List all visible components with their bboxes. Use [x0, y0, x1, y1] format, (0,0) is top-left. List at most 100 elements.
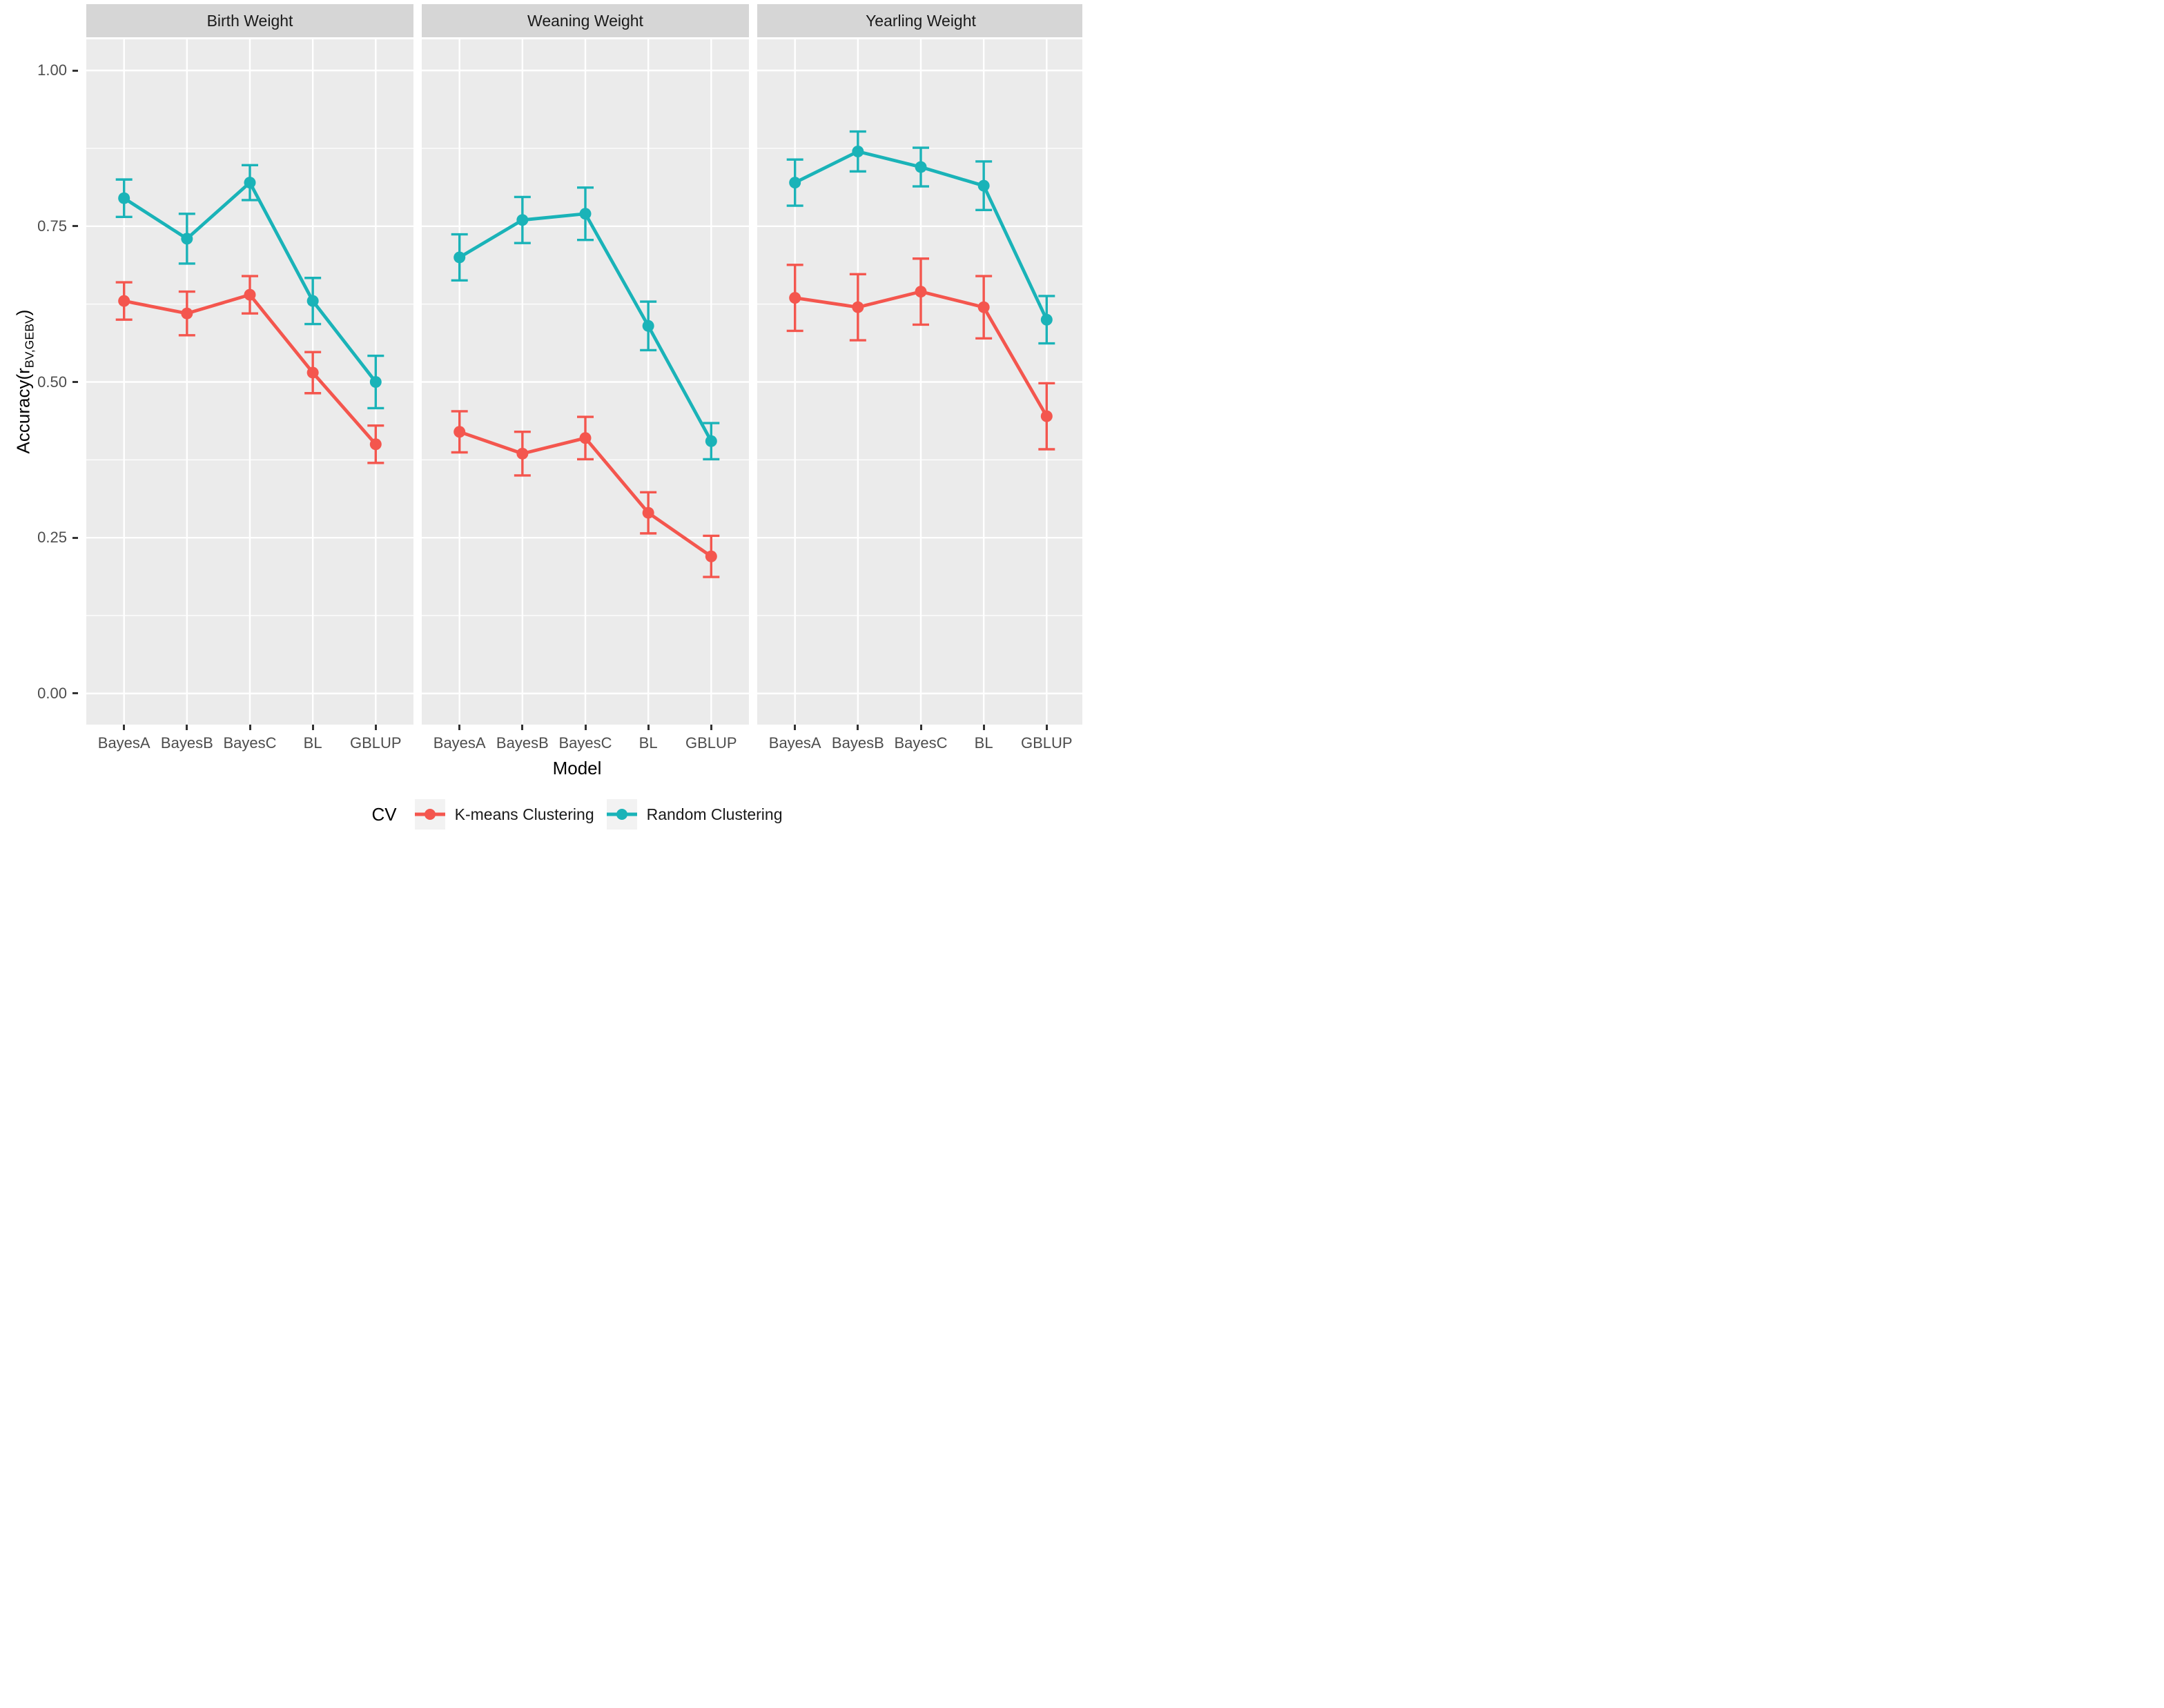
x-axis-row: BayesA BayesB BayesC BL GBLUP BayesA BayesB Ba…: [0, 725, 1082, 759]
x-tick-label: GBLUP: [685, 734, 737, 752]
random-key-dot: [616, 809, 627, 820]
legend-label-kmeans: K-means Clustering: [454, 805, 594, 823]
data-point-kmeans: [454, 426, 466, 438]
data-point-kmeans: [1040, 410, 1053, 422]
y-tick-label: 0.00: [37, 684, 67, 702]
data-point-kmeans: [306, 366, 319, 379]
y-tick-mark: [72, 536, 78, 539]
y-tick-mark: [72, 692, 78, 695]
panel-birth-weight: [86, 39, 413, 725]
panel-svg: [86, 39, 413, 725]
strip-gutter: [0, 4, 78, 37]
x-tick-mark: [982, 725, 985, 730]
x-tick-mark: [374, 725, 377, 730]
data-point-random: [369, 376, 382, 388]
x-tick-label: BayesB: [496, 734, 549, 752]
facet-strip-yearling-weight: Yearling Weight: [757, 4, 1082, 37]
x-axis-labels: BayesA BayesB BayesC BL GBLUP: [757, 725, 1082, 759]
x-tick-mark: [123, 725, 126, 730]
x-axis-labels: BayesA BayesB BayesC BL GBLUP: [422, 725, 749, 759]
y-tick-label: 0.25: [37, 529, 67, 547]
data-point-kmeans: [244, 288, 256, 301]
x-tick-label: GBLUP: [1021, 734, 1073, 752]
x-axis-gutter: [0, 725, 78, 759]
facet-strip-weaning-weight: Weaning Weight: [422, 4, 749, 37]
x-tick-label: BayesA: [97, 734, 150, 752]
x-tick-label: BayesB: [160, 734, 213, 752]
x-tick-mark: [857, 725, 859, 730]
legend: CV K-means Clustering Random Clustering: [78, 799, 1076, 830]
x-tick-mark: [521, 725, 524, 730]
panel-row: 1.00 0.75 0.50 0.25 0.00: [0, 39, 1082, 725]
x-tick-mark: [458, 725, 461, 730]
data-point-random: [244, 177, 256, 189]
data-point-kmeans: [118, 295, 130, 307]
data-point-random: [1040, 313, 1053, 326]
y-axis-gutter: 1.00 0.75 0.50 0.25 0.00: [0, 39, 78, 725]
x-tick-label: BL: [303, 734, 322, 752]
data-point-kmeans: [181, 307, 193, 320]
panel-svg: [422, 39, 749, 725]
x-tick-label: BayesA: [768, 734, 821, 752]
data-point-random: [789, 177, 801, 189]
facet-strip-row: Birth Weight Weaning Weight Yearling Wei…: [0, 4, 1082, 37]
x-tick-mark: [794, 725, 797, 730]
data-point-random: [306, 295, 319, 307]
data-point-kmeans: [705, 550, 717, 562]
y-tick-label: 0.50: [37, 373, 67, 391]
data-point-kmeans: [915, 286, 927, 298]
x-tick-label: BL: [639, 734, 658, 752]
panel-yearling-weight: [757, 39, 1082, 725]
legend-title: CV: [371, 803, 397, 825]
y-tick-mark: [72, 225, 78, 228]
data-point-kmeans: [642, 507, 654, 519]
x-tick-mark: [710, 725, 712, 730]
kmeans-series-key-icon: [414, 799, 445, 830]
data-point-kmeans: [977, 301, 990, 313]
y-tick-label: 0.75: [37, 217, 67, 235]
legend-item-kmeans: K-means Clustering: [414, 799, 594, 830]
y-tick-label: 1.00: [37, 61, 67, 79]
x-tick-label: BayesA: [433, 734, 486, 752]
y-tick-mark: [72, 381, 78, 383]
data-point-kmeans: [579, 432, 592, 444]
x-tick-mark: [1045, 725, 1048, 730]
data-point-random: [852, 145, 864, 157]
x-tick-label: BayesC: [894, 734, 948, 752]
panel-svg: [757, 39, 1082, 725]
legend-label-random: Random Clustering: [646, 805, 783, 823]
data-point-random: [977, 179, 990, 192]
data-point-random: [642, 320, 654, 332]
facet-strip-birth-weight: Birth Weight: [86, 4, 413, 37]
x-tick-mark: [186, 725, 188, 730]
x-tick-label: BayesC: [558, 734, 612, 752]
random-series-key-icon: [606, 799, 637, 830]
x-tick-label: BL: [974, 734, 993, 752]
data-point-random: [516, 214, 529, 226]
x-tick-label: GBLUP: [350, 734, 402, 752]
x-tick-mark: [647, 725, 650, 730]
data-point-random: [181, 233, 193, 245]
x-tick-mark: [919, 725, 922, 730]
data-point-random: [118, 192, 130, 204]
data-point-kmeans: [852, 301, 864, 313]
data-point-kmeans: [516, 447, 529, 460]
legend-item-random: Random Clustering: [606, 799, 783, 830]
data-point-kmeans: [369, 438, 382, 451]
x-axis-title: Model: [552, 758, 602, 778]
x-tick-mark: [311, 725, 314, 730]
faceted-line-chart: Accuracy(rBV,GEBV) Birth Weight Weaning …: [0, 0, 1082, 854]
data-point-kmeans: [789, 292, 801, 304]
data-point-random: [915, 161, 927, 173]
data-point-random: [579, 208, 592, 220]
x-axis-labels: BayesA BayesB BayesC BL GBLUP: [86, 725, 413, 759]
x-tick-mark: [248, 725, 251, 730]
x-tick-label: BayesC: [223, 734, 277, 752]
y-tick-mark: [72, 69, 78, 72]
data-point-random: [705, 435, 717, 447]
kmeans-key-dot: [424, 809, 436, 820]
data-point-random: [454, 251, 466, 264]
x-axis-title-row: Model: [78, 758, 1076, 779]
x-tick-label: BayesB: [831, 734, 884, 752]
x-tick-mark: [584, 725, 587, 730]
